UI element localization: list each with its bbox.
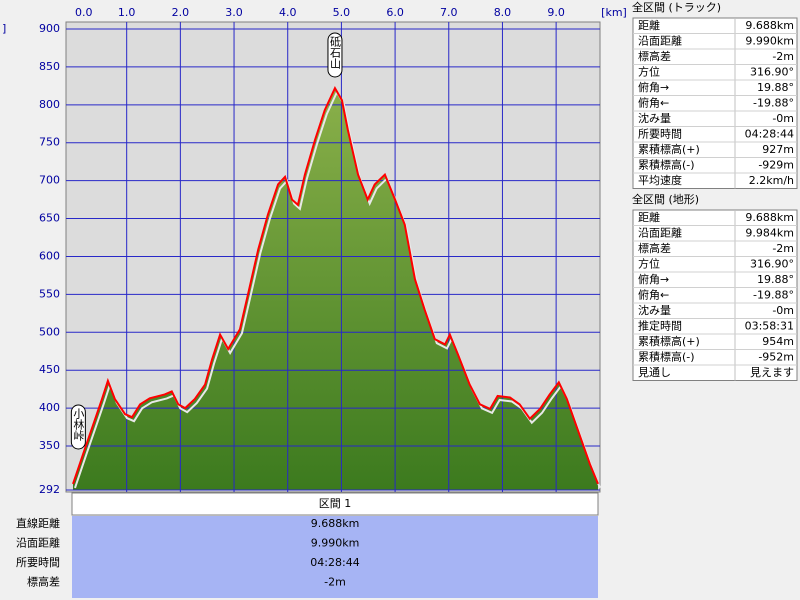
table-value: 19.88° [757, 273, 794, 286]
table-value: 2.2km/h [749, 174, 794, 187]
table-title: 全区間 (地形) [632, 192, 699, 206]
table-value: -929m [758, 158, 794, 171]
section-label: 直線距離 [16, 516, 60, 530]
y-tick-label: 600 [39, 249, 60, 262]
table-value: 316.90° [750, 65, 794, 78]
table-value: 9.984km [745, 226, 794, 239]
table-value: -952m [758, 350, 794, 363]
elevation-line [72, 85, 599, 485]
elevation-shadow [74, 89, 601, 489]
y-tick-label: 550 [39, 287, 60, 300]
y-tick-label: 850 [39, 60, 60, 73]
y-tick-label: 700 [39, 174, 60, 187]
table-label: 標高差 [638, 241, 671, 255]
section-value: -2m [324, 576, 346, 589]
section-label: 沿面距離 [16, 536, 60, 550]
table-label: 標高差 [638, 49, 671, 63]
table [632, 17, 798, 189]
x-tick-label: 7.0 [440, 6, 458, 19]
y-tick-label: 292 [39, 483, 60, 496]
table-label: 俯角→ [638, 272, 669, 286]
table-label: 累積標高(-) [638, 157, 695, 171]
y-tick-label: 800 [39, 98, 60, 111]
table-label: 所要時間 [638, 127, 682, 140]
table-value: -2m [772, 242, 794, 255]
table-value: 03:58:31 [745, 319, 794, 332]
table-value: 見えます [750, 366, 794, 379]
section-header [71, 492, 599, 516]
annotation-box [327, 32, 343, 78]
elevation-area [73, 88, 598, 490]
table-value: -19.88° [753, 288, 794, 301]
table-label: 沿面距離 [638, 225, 682, 239]
x-tick-label: 6.0 [386, 6, 404, 19]
y-tick-label: 350 [39, 439, 60, 452]
section-label: 標高差 [27, 575, 60, 589]
section-body [72, 516, 598, 598]
table [632, 209, 798, 381]
section-value: 9.990km [311, 537, 360, 550]
y-tick-label: 500 [39, 325, 60, 338]
y-tick-label: 900 [39, 22, 60, 35]
table-label: 累積標高(+) [638, 142, 700, 156]
table-title: 全区間 (トラック) [632, 0, 721, 14]
table-value: 9.688km [745, 19, 794, 32]
x-tick-label: 3.0 [225, 6, 243, 19]
section-value: 04:28:44 [310, 556, 359, 569]
x-tick-label: 8.0 [494, 6, 512, 19]
y-tick-label: 650 [39, 212, 60, 225]
table-label: 沈み量 [638, 303, 671, 317]
table-label: 俯角← [638, 287, 669, 301]
section-label: 所要時間 [16, 556, 60, 569]
table-label: 見通し [638, 366, 671, 379]
x-tick-label: 1.0 [118, 6, 136, 19]
x-tick-label: 0.0 [75, 6, 93, 19]
x-tick-label: 2.0 [172, 6, 190, 19]
table-value: -0m [772, 304, 794, 317]
y-axis-label: ] [2, 22, 6, 35]
y-tick-label: 450 [39, 363, 60, 376]
table-value: 954m [762, 335, 794, 348]
table-value: 927m [762, 143, 794, 156]
annotation: 小林峠 [72, 408, 85, 442]
table-label: 俯角← [638, 95, 669, 109]
table-value: -19.88° [753, 96, 794, 109]
x-tick-label: 4.0 [279, 6, 297, 19]
y-tick-label: 750 [39, 136, 60, 149]
table-value: 04:28:44 [745, 127, 794, 140]
table-value: -2m [772, 50, 794, 63]
table-label: 推定時間 [638, 318, 682, 332]
section-title: 区間 1 [319, 497, 352, 510]
y-tick-label: 400 [39, 401, 60, 414]
annotation: 砥石山 [328, 36, 341, 69]
table-value: 19.88° [757, 81, 794, 94]
table-value: -0m [772, 112, 794, 125]
table-value: 9.990km [745, 34, 794, 47]
table-label: 平均速度 [638, 173, 682, 187]
table-label: 沈み量 [638, 111, 671, 125]
annotation-box [70, 404, 86, 450]
table-label: 俯角→ [638, 80, 669, 94]
table-value: 316.90° [750, 257, 794, 270]
x-axis-label: [km] [601, 6, 627, 19]
table-label: 累積標高(+) [638, 334, 700, 348]
table-value: 9.688km [745, 211, 794, 224]
table-label: 距離 [638, 210, 660, 224]
table-label: 方位 [638, 256, 660, 270]
table-label: 沿面距離 [638, 33, 682, 47]
x-tick-label: 9.0 [547, 6, 565, 19]
table-label: 方位 [638, 64, 660, 78]
table-label: 累積標高(-) [638, 349, 695, 363]
x-tick-label: 5.0 [333, 6, 351, 19]
section-value: 9.688km [311, 517, 360, 530]
table-label: 距離 [638, 18, 660, 32]
